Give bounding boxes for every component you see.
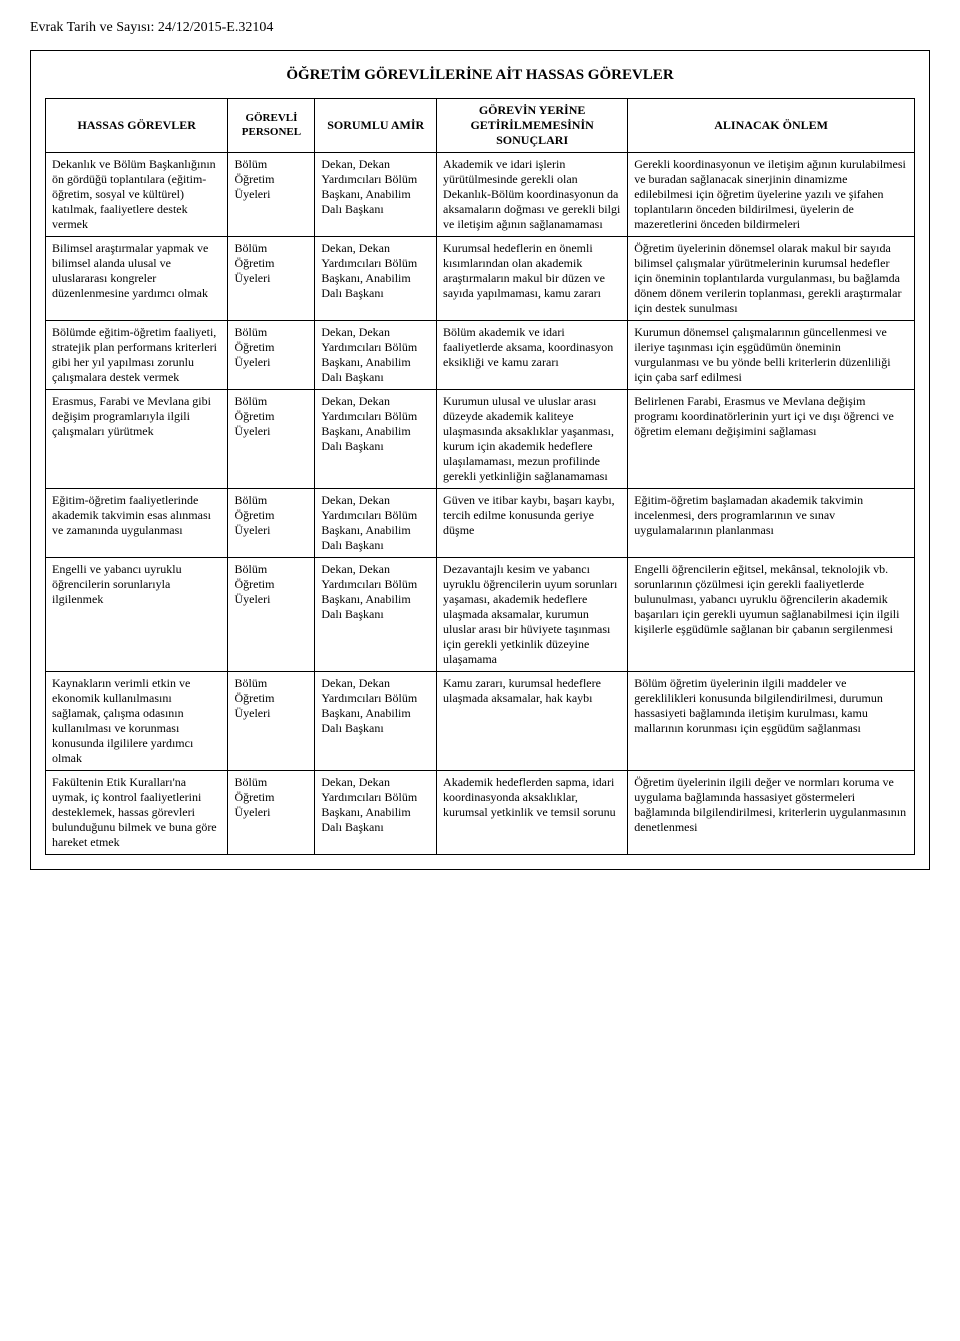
cell-amir: Dekan, Dekan Yardımcıları Bölüm Başkanı,… bbox=[315, 390, 437, 489]
cell-amir: Dekan, Dekan Yardımcıları Bölüm Başkanı,… bbox=[315, 489, 437, 558]
cell-onlem: Kurumun dönemsel çalışmalarının güncelle… bbox=[628, 321, 915, 390]
cell-gorev: Erasmus, Farabi ve Mevlana gibi değişim … bbox=[46, 390, 228, 489]
col-header-amir: SORUMLU AMİR bbox=[315, 99, 437, 153]
cell-gorev: Engelli ve yabancı uyruklu öğrencilerin … bbox=[46, 558, 228, 672]
cell-personel: Bölüm Öğretim Üyeleri bbox=[228, 558, 315, 672]
cell-sonuc: Kurumsal hedeflerin en önemli kısımların… bbox=[437, 237, 628, 321]
cell-gorev: Dekanlık ve Bölüm Başkanlığının ön gördü… bbox=[46, 153, 228, 237]
col-header-gorev: HASSAS GÖREVLER bbox=[46, 99, 228, 153]
cell-personel: Bölüm Öğretim Üyeleri bbox=[228, 390, 315, 489]
col-header-sonuc: GÖREVİN YERİNE GETİRİLMEMESİNİN SONUÇLAR… bbox=[437, 99, 628, 153]
cell-amir: Dekan, Dekan Yardımcıları Bölüm Başkanı,… bbox=[315, 237, 437, 321]
cell-personel: Bölüm Öğretim Üyeleri bbox=[228, 672, 315, 771]
document-frame: ÖĞRETİM GÖREVLİLERİNE AİT HASSAS GÖREVLE… bbox=[30, 50, 930, 870]
cell-gorev: Bilimsel araştırmalar yapmak ve bilimsel… bbox=[46, 237, 228, 321]
table-row: Erasmus, Farabi ve Mevlana gibi değişim … bbox=[46, 390, 915, 489]
cell-onlem: Gerekli koordinasyonun ve iletişim ağını… bbox=[628, 153, 915, 237]
cell-personel: Bölüm Öğretim Üyeleri bbox=[228, 153, 315, 237]
cell-onlem: Bölüm öğretim üyelerinin ilgili maddeler… bbox=[628, 672, 915, 771]
table-row: Kaynakların verimli etkin ve ekonomik ku… bbox=[46, 672, 915, 771]
table-row: Fakültenin Etik Kuralları'na uymak, iç k… bbox=[46, 771, 915, 855]
cell-gorev: Eğitim-öğretim faaliyetlerinde akademik … bbox=[46, 489, 228, 558]
table-row: Dekanlık ve Bölüm Başkanlığının ön gördü… bbox=[46, 153, 915, 237]
cell-sonuc: Güven ve itibar kaybı, başarı kaybı, ter… bbox=[437, 489, 628, 558]
col-header-onlem: ALINACAK ÖNLEM bbox=[628, 99, 915, 153]
cell-sonuc: Kurumun ulusal ve uluslar arası düzeyde … bbox=[437, 390, 628, 489]
cell-personel: Bölüm Öğretim Üyeleri bbox=[228, 489, 315, 558]
cell-sonuc: Akademik ve idari işlerin yürütülmesinde… bbox=[437, 153, 628, 237]
cell-amir: Dekan, Dekan Yardımcıları Bölüm Başkanı,… bbox=[315, 153, 437, 237]
cell-personel: Bölüm Öğretim Üyeleri bbox=[228, 771, 315, 855]
cell-personel: Bölüm Öğretim Üyeleri bbox=[228, 321, 315, 390]
cell-onlem: Engelli öğrencilerin eğitsel, mekânsal, … bbox=[628, 558, 915, 672]
table-row: Bölümde eğitim-öğretim faaliyeti, strate… bbox=[46, 321, 915, 390]
cell-onlem: Öğretim üyelerinin dönemsel olarak makul… bbox=[628, 237, 915, 321]
cell-amir: Dekan, Dekan Yardımcıları Bölüm Başkanı,… bbox=[315, 672, 437, 771]
cell-onlem: Eğitim-öğretim başlamadan akademik takvi… bbox=[628, 489, 915, 558]
cell-amir: Dekan, Dekan Yardımcıları Bölüm Başkanı,… bbox=[315, 321, 437, 390]
cell-amir: Dekan, Dekan Yardımcıları Bölüm Başkanı,… bbox=[315, 771, 437, 855]
cell-personel: Bölüm Öğretim Üyeleri bbox=[228, 237, 315, 321]
cell-sonuc: Dezavantajlı kesim ve yabancı uyruklu öğ… bbox=[437, 558, 628, 672]
duties-table: HASSAS GÖREVLER GÖREVLİ PERSONEL SORUMLU… bbox=[45, 98, 915, 855]
table-row: Bilimsel araştırmalar yapmak ve bilimsel… bbox=[46, 237, 915, 321]
document-title: ÖĞRETİM GÖREVLİLERİNE AİT HASSAS GÖREVLE… bbox=[45, 67, 915, 84]
cell-sonuc: Akademik hedeflerden sapma, idari koordi… bbox=[437, 771, 628, 855]
cell-gorev: Kaynakların verimli etkin ve ekonomik ku… bbox=[46, 672, 228, 771]
document-id: Evrak Tarih ve Sayısı: 24/12/2015-E.3210… bbox=[30, 20, 930, 36]
cell-gorev: Fakültenin Etik Kuralları'na uymak, iç k… bbox=[46, 771, 228, 855]
table-row: Engelli ve yabancı uyruklu öğrencilerin … bbox=[46, 558, 915, 672]
cell-sonuc: Bölüm akademik ve idari faaliyetlerde ak… bbox=[437, 321, 628, 390]
cell-onlem: Belirlenen Farabi, Erasmus ve Mevlana de… bbox=[628, 390, 915, 489]
table-header-row: HASSAS GÖREVLER GÖREVLİ PERSONEL SORUMLU… bbox=[46, 99, 915, 153]
table-row: Eğitim-öğretim faaliyetlerinde akademik … bbox=[46, 489, 915, 558]
cell-sonuc: Kamu zararı, kurumsal hedeflere ulaşmada… bbox=[437, 672, 628, 771]
col-header-personel: GÖREVLİ PERSONEL bbox=[228, 99, 315, 153]
cell-onlem: Öğretim üyelerinin ilgili değer ve norml… bbox=[628, 771, 915, 855]
cell-amir: Dekan, Dekan Yardımcıları Bölüm Başkanı,… bbox=[315, 558, 437, 672]
cell-gorev: Bölümde eğitim-öğretim faaliyeti, strate… bbox=[46, 321, 228, 390]
